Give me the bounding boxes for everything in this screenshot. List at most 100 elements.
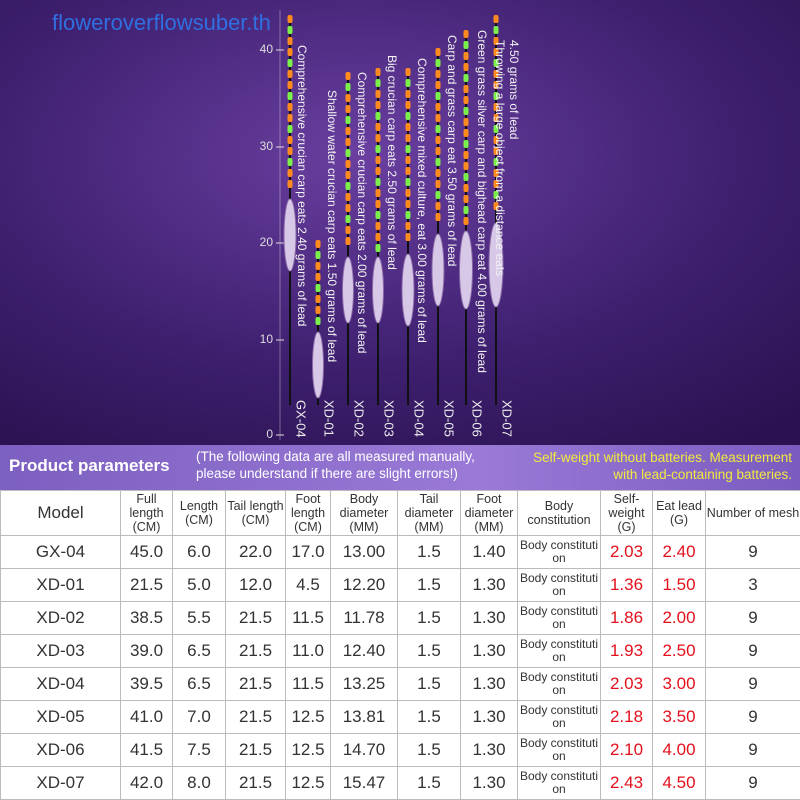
header-cell: Body diameter (MM) [330,490,398,536]
float-segment [287,81,293,89]
table-cell: 17.0 [285,535,331,569]
float-segment [463,217,469,225]
table-cell: 21.5 [225,601,286,635]
table-cell: 21.5 [225,634,286,668]
table-cell: 6.5 [172,667,226,701]
table-cell: 39.5 [120,667,173,701]
float-segment [435,213,441,221]
float-description: Big crucian carp eats 2.50 grams of lead [385,55,399,270]
float-segment [315,284,321,292]
header-cell: Length (CM) [172,490,226,536]
table-cell: 1.5 [397,766,461,800]
float-segment [345,237,351,245]
header-cell: Foot diameter (MM) [460,490,518,536]
table-cell: 1.30 [460,733,518,767]
float-segment [345,116,351,124]
float-segment [493,147,499,155]
float-segment [463,206,469,214]
product-image: floweroverflowsuber.th 40 30 20 10 0 GX-04 Com… [0,0,800,445]
background [0,0,800,445]
table-cell: 1.30 [460,568,518,602]
table-cell: 12.20 [330,568,398,602]
float-segment [345,127,351,135]
table-cell: 1.5 [397,535,461,569]
float-body [488,222,504,308]
float-segment [405,101,411,109]
table-cell: 22.0 [225,535,286,569]
float-segment [493,169,499,177]
table-cell: 41.5 [120,733,173,767]
float-segment [435,136,441,144]
float-segment [345,149,351,157]
header-cell: Full length (CM) [120,490,173,536]
table-cell: 4.00 [652,733,706,767]
table-cell: 3.00 [652,667,706,701]
table-cell: 21.5 [120,568,173,602]
table-cell: 9 [705,667,800,701]
table-cell: 2.03 [600,535,653,569]
float-segment [463,118,469,126]
ruler-label: 10 [260,332,274,346]
table-cell: 11.0 [285,634,331,668]
float-segment [287,26,293,34]
table-cell: 3 [705,568,800,602]
ruler-label: 40 [260,42,274,56]
float-segment [345,72,351,80]
float-segment [405,112,411,120]
table-row: XD-01 21.5 5.0 12.0 4.5 12.20 1.5 1.30 Body cons… [0,568,800,602]
float-segment [405,156,411,164]
float-segment [493,191,499,199]
float-segment [493,15,499,23]
table-cell: 12.40 [330,634,398,668]
table-cell: 1.36 [600,568,653,602]
float-segment [405,222,411,230]
table-cell: 38.5 [120,601,173,635]
float-segment [375,200,381,208]
float-segment [375,178,381,186]
table-cell: 11.5 [285,667,331,701]
table-cell: 9 [705,733,800,767]
float-segment [435,180,441,188]
float-segment [375,189,381,197]
float-segment [345,94,351,102]
table-cell: 12.0 [225,568,286,602]
table-cell: 1.5 [397,733,461,767]
float-body [312,331,324,399]
float-segment [435,81,441,89]
float-segment [345,215,351,223]
float-segment [493,136,499,144]
float-segment [345,193,351,201]
table-cell: 14.70 [330,733,398,767]
table-cell: 41.0 [120,700,173,734]
float-segment [375,134,381,142]
float-segment [287,114,293,122]
float-segment [463,173,469,181]
table-cell: Body constitution [517,667,601,701]
float-segment [493,202,499,210]
float-segment [287,59,293,67]
table-cell: 1.93 [600,634,653,668]
table-cell: 4.5 [285,568,331,602]
float-segment [405,167,411,175]
table-row: XD-03 39.0 6.5 21.5 11.0 12.40 1.5 1.30 Body con… [0,634,800,668]
table-cell: 5.5 [172,601,226,635]
header-row: Model Full length (CM) Length (CM) Tail len… [0,490,800,536]
float-segment [315,317,321,325]
float-segment [405,200,411,208]
float-description: Comprehensive mixed culture, eat 3.00 gr… [415,58,429,343]
table-cell: 2.18 [600,700,653,734]
float-segment [287,92,293,100]
float-segment [405,233,411,241]
float-body [431,233,445,307]
float-segment [375,123,381,131]
table-cell: 1.5 [397,568,461,602]
table-row: XD-02 38.5 5.5 21.5 11.5 11.78 1.5 1.30 Body con… [0,601,800,635]
float-segment [493,81,499,89]
table-cell: Body constitution [517,634,601,668]
float-description: Shallow water crucian carp eats 1.50 gra… [325,90,339,362]
float-segment [463,140,469,148]
float-segment [375,222,381,230]
float-segment [435,191,441,199]
banner: Product parameters (The following data a… [0,445,800,490]
table-cell: 42.0 [120,766,173,800]
